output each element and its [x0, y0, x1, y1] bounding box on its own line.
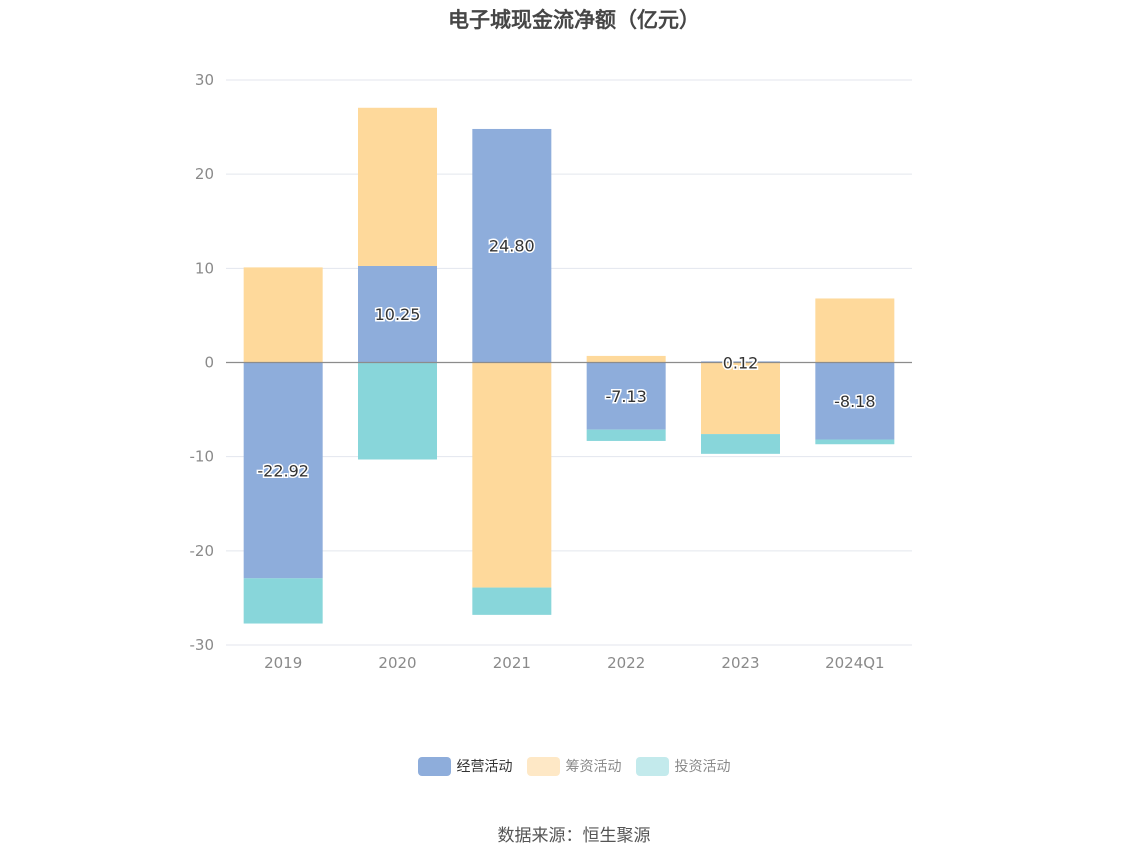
x-tick-label: 2020	[378, 654, 416, 672]
bar-segment	[815, 439, 895, 445]
chart-title: 电子城现金流净额（亿元）	[448, 8, 700, 32]
y-tick-label: 0	[204, 354, 214, 372]
y-tick-label: -10	[190, 448, 215, 466]
data-labels: -22.92 10.25 24.80 -7.13 0.12 -8.18	[256, 235, 877, 482]
x-axis: 2019 2020 2021 2022 2023 2024Q1	[264, 654, 885, 672]
x-tick-label: 2019	[264, 654, 302, 672]
legend-label: 筹资活动	[565, 759, 622, 775]
legend-item-financing[interactable]: 筹资活动	[526, 756, 622, 776]
data-label: -7.13	[605, 387, 646, 406]
x-tick-label: 2022	[607, 654, 645, 672]
y-tick-label: 30	[195, 71, 214, 89]
bar-segment	[815, 362, 895, 440]
bar-segment	[701, 362, 780, 435]
legend: 经营活动 筹资活动 投资活动	[0, 756, 1148, 776]
data-label: -8.18	[834, 392, 875, 411]
y-tick-label: -30	[190, 636, 215, 654]
legend-swatch	[417, 756, 451, 776]
bar-segment	[586, 362, 666, 430]
bar-segment	[472, 362, 552, 588]
data-label: 24.80	[489, 237, 535, 256]
bar-segment	[472, 587, 552, 615]
bar-segment	[358, 265, 437, 363]
bar-segment	[472, 128, 552, 363]
bar-segment	[243, 267, 323, 363]
x-tick-label: 2023	[721, 654, 759, 672]
y-axis: 30 20 10 0 -10 -20 -30	[190, 71, 215, 654]
legend-item-operating[interactable]: 经营活动	[417, 756, 513, 776]
legend-swatch	[635, 756, 669, 776]
y-tick-label: 20	[195, 165, 214, 183]
legend-item-investing[interactable]: 投资活动	[635, 756, 731, 776]
source-note: 数据来源：恒生聚源	[497, 826, 651, 846]
bar-segment	[243, 362, 323, 579]
data-label: -22.92	[257, 461, 309, 480]
bar-segment	[586, 355, 666, 363]
y-tick-label: 10	[195, 259, 214, 277]
grid-layer	[226, 79, 912, 646]
bar-segment	[586, 429, 666, 441]
chart-plot: 30 20 10 0 -10 -20 -30 2019 2020 2021 2022 2023 202…	[190, 71, 912, 672]
bar-segment	[701, 434, 780, 454]
bar-segment	[243, 578, 323, 624]
bar-segment	[815, 298, 895, 363]
bar-segment	[358, 107, 437, 266]
bars	[243, 107, 895, 624]
legend-label: 经营活动	[456, 759, 513, 775]
bar-segment	[358, 362, 437, 460]
x-tick-label: 2021	[493, 654, 531, 672]
x-tick-label: 2024Q1	[825, 654, 885, 672]
legend-swatch	[526, 756, 560, 776]
data-label: 0.12	[723, 354, 759, 373]
y-tick-label: -20	[190, 542, 215, 560]
legend-label: 投资活动	[674, 759, 731, 775]
data-label: 10.25	[375, 305, 421, 324]
